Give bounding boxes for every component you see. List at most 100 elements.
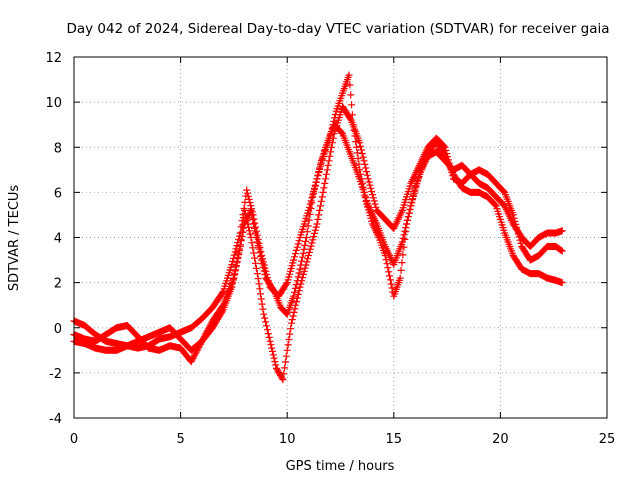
data-point [272, 361, 280, 369]
axes-layer: 0 5 10 15 20 25 -4 -2 0 2 4 6 8 10 12 [45, 51, 615, 447]
data-point [305, 216, 313, 224]
data-point [257, 290, 264, 298]
data-point [407, 202, 415, 210]
data-point [250, 220, 258, 228]
data-point [329, 121, 337, 129]
data-point [386, 276, 394, 284]
data-point [399, 234, 407, 242]
data-point [368, 188, 376, 195]
data-point [324, 161, 332, 169]
data-point [381, 252, 389, 259]
data-point [192, 348, 200, 356]
data-point [358, 150, 366, 158]
data-point [281, 364, 289, 372]
data-point [317, 197, 325, 205]
data-point [259, 260, 266, 268]
data-point [359, 184, 367, 192]
data-point [311, 226, 319, 234]
data-point [279, 376, 287, 384]
data-point [331, 114, 339, 122]
data-point [205, 323, 213, 331]
data-point [299, 249, 307, 257]
data-point [308, 239, 316, 247]
data-point [401, 235, 409, 243]
data-point [372, 227, 380, 235]
data-point [288, 316, 296, 324]
data-point [402, 228, 410, 236]
data-point [371, 200, 379, 208]
data-point [327, 131, 335, 139]
data-point [191, 351, 198, 359]
data-point [363, 168, 370, 176]
data-point [190, 353, 198, 361]
data-point [262, 318, 270, 326]
data-point [252, 229, 259, 237]
data-point [261, 314, 269, 322]
data-point [500, 188, 508, 195]
data-point [311, 229, 318, 237]
data-point [282, 280, 290, 288]
data-point [202, 330, 210, 337]
data-point [294, 273, 302, 281]
data-point [283, 346, 291, 354]
data-point [269, 351, 277, 359]
data-point [323, 166, 331, 174]
data-point [304, 222, 312, 230]
data-point [449, 172, 457, 180]
data-point [405, 209, 413, 217]
data-point [360, 157, 368, 165]
data-point [247, 206, 255, 214]
y-tick-label: 6 [54, 186, 62, 201]
data-point [296, 265, 304, 273]
data-point [241, 206, 249, 214]
data-point [264, 330, 272, 338]
data-point [267, 341, 275, 349]
data-point [406, 206, 414, 213]
data-point [263, 322, 270, 330]
data-point [233, 258, 241, 265]
data-point [386, 272, 393, 280]
data-point [290, 292, 298, 300]
data-point [278, 374, 286, 382]
data-point [245, 223, 253, 231]
chart-title: Day 042 of 2024, Sidereal Day-to-day VTE… [66, 21, 609, 37]
y-axis-label: SDTVAR / TECUs [7, 185, 22, 292]
data-point [200, 334, 208, 342]
data-point [251, 225, 259, 232]
data-point [255, 280, 263, 288]
data-point [359, 153, 367, 161]
data-point [306, 245, 314, 253]
data-point [196, 342, 203, 350]
data-point [318, 193, 326, 201]
data-point [305, 203, 313, 211]
data-point [403, 216, 411, 224]
data-point [309, 193, 317, 201]
data-point [356, 166, 364, 174]
y-tick-label: 10 [45, 96, 62, 111]
data-point [321, 179, 329, 187]
data-point [338, 129, 346, 137]
data-point [330, 117, 338, 125]
data-point [361, 160, 369, 168]
data-point [260, 310, 268, 318]
data-point [253, 238, 261, 246]
data-point [249, 215, 257, 223]
data-point [232, 266, 239, 274]
marks-layer [70, 71, 566, 384]
data-point [353, 143, 360, 151]
data-point [249, 244, 257, 252]
data-point [282, 309, 290, 317]
y-tick-label: 12 [45, 51, 62, 66]
data-point [358, 179, 366, 187]
data-point [400, 231, 408, 239]
data-point [258, 300, 266, 308]
data-point [403, 220, 411, 228]
data-point [382, 256, 390, 264]
data-point [298, 253, 306, 261]
data-point [230, 274, 238, 282]
data-point [300, 267, 308, 275]
data-point [271, 358, 279, 366]
data-point [306, 210, 314, 218]
data-point [309, 236, 317, 244]
data-point [294, 290, 302, 298]
